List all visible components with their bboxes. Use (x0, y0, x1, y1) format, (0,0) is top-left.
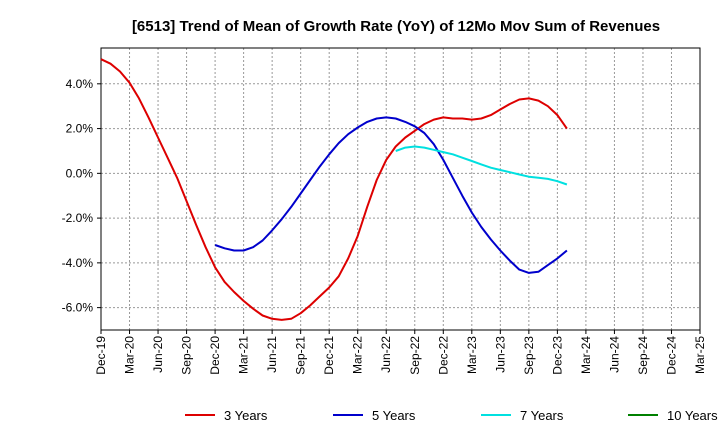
series-line-5-years (214, 116, 568, 274)
y-tick-label: 4.0% (66, 77, 94, 91)
x-tick-label: Sep-20 (180, 336, 194, 375)
x-tick-label: Mar-25 (693, 336, 707, 374)
x-tick-label: Dec-22 (436, 336, 450, 375)
grid (101, 48, 700, 330)
series-line-7-years (395, 145, 568, 186)
x-tick-label: Jun-24 (607, 336, 621, 373)
legend-label: 5 Years (372, 408, 416, 423)
x-tick-label: Sep-22 (408, 336, 422, 375)
legend-label: 7 Years (520, 408, 564, 423)
x-tick-label: Sep-21 (294, 336, 308, 375)
y-tick-label: 0.0% (66, 166, 94, 180)
x-tick-label: Sep-24 (636, 336, 650, 375)
x-tick-label: Mar-21 (237, 336, 251, 374)
legend-label: 3 Years (224, 408, 268, 423)
y-axis: 4.0% 2.0% 0.0% -2.0% -4.0% -6.0% (62, 77, 101, 315)
series-line-3-years (100, 58, 568, 321)
x-tick-label: Dec-21 (322, 336, 336, 375)
y-tick-label: -6.0% (62, 301, 94, 315)
legend-label: 10 Years (667, 408, 718, 423)
x-tick-label: Dec-19 (94, 336, 108, 375)
series-layer (100, 58, 568, 321)
x-tick-label: Sep-23 (522, 336, 536, 375)
x-tick-label: Mar-24 (579, 336, 593, 374)
legend: 3 Years 5 Years 7 Years 10 Years (185, 408, 718, 423)
x-tick-label: Jun-23 (493, 336, 507, 373)
x-axis: Dec-19 Mar-20 Jun-20 Sep-20 Dec-20 Mar-21 Jun-… (94, 330, 707, 375)
y-tick-label: -2.0% (62, 211, 94, 225)
x-tick-label: Mar-23 (465, 336, 479, 374)
x-tick-label: Dec-20 (208, 336, 222, 375)
x-tick-label: Dec-24 (664, 336, 678, 375)
x-tick-label: Jun-21 (265, 336, 279, 373)
y-tick-label: -4.0% (62, 256, 94, 270)
plot-area (100, 47, 701, 331)
x-tick-label: Mar-22 (351, 336, 365, 374)
x-tick-label: Jun-20 (151, 336, 165, 373)
chart-title: [6513] Trend of Mean of Growth Rate (YoY… (132, 18, 660, 35)
x-tick-label: Jun-22 (379, 336, 393, 373)
y-tick-label: 2.0% (66, 122, 94, 136)
x-tick-label: Dec-23 (550, 336, 564, 375)
x-tick-label: Mar-20 (123, 336, 137, 374)
